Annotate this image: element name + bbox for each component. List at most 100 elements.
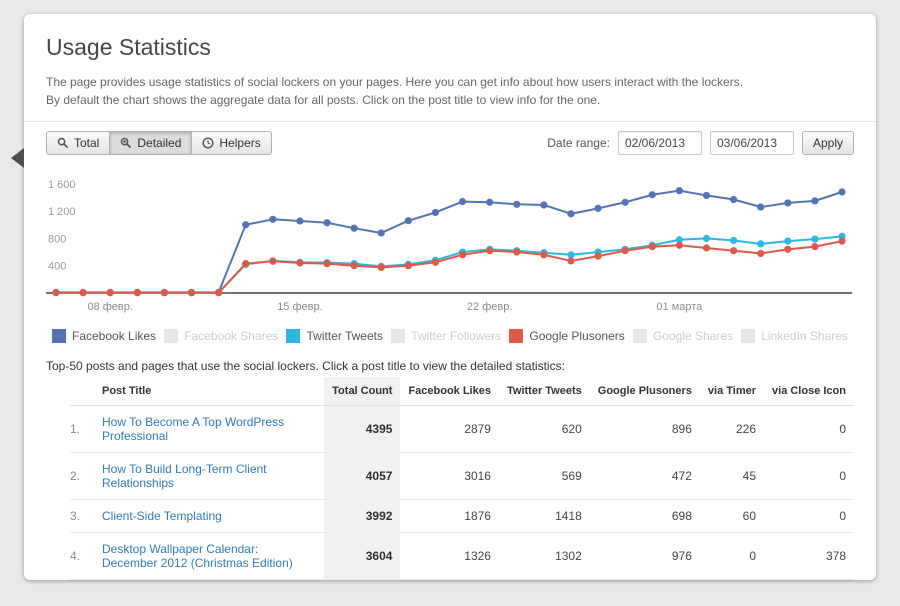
data-point: [377, 229, 385, 237]
table-row: 2. How To Build Long-Term Client Relation…: [70, 452, 854, 501]
toolbar: Total Detailed Helpers Date range: Apply: [46, 131, 854, 156]
post-title-link[interactable]: Desktop Wallpaper Calendar: December 201…: [102, 542, 293, 571]
x-axis-tick-label: 08 февр.: [87, 301, 132, 313]
row-number: 1.: [70, 405, 94, 454]
total-count-cell: 4057: [324, 452, 401, 501]
date-from-input[interactable]: [617, 131, 702, 156]
data-point: [513, 248, 521, 257]
legend-item[interactable]: Google Plusoners: [509, 329, 625, 344]
usage-chart-svg: 400 800 1 200 1 600 08 февр. 15 февр. 22 февр.…: [46, 179, 852, 313]
stat-value-cell: 1326: [400, 532, 499, 581]
data-point: [486, 199, 494, 207]
data-point: [838, 237, 846, 246]
legend-label: Twitter Tweets: [306, 329, 383, 344]
tab-total[interactable]: Total: [46, 131, 111, 156]
post-title-link[interactable]: How To Become A Top WordPress Profession…: [102, 415, 285, 444]
data-point: [811, 235, 819, 244]
data-point: [431, 209, 440, 217]
column-header: Twitter Tweets: [498, 377, 590, 407]
legend-item[interactable]: Twitter Tweets: [286, 329, 383, 344]
legend-item[interactable]: Facebook Likes: [52, 329, 156, 344]
total-zoom-icon: [57, 137, 69, 149]
y-axis-tick-label: 1 600: [48, 179, 76, 191]
row-number: 4.: [70, 532, 94, 581]
x-axis-tick-label: 15 февр.: [277, 301, 322, 313]
data-point: [404, 262, 412, 270]
legend-swatch: [509, 329, 524, 344]
post-title-link[interactable]: Client-Side Templating: [102, 509, 222, 524]
data-point: [729, 237, 738, 245]
data-point: [187, 289, 196, 297]
stat-value-cell: 45: [699, 452, 765, 501]
data-point: [215, 289, 223, 297]
data-point: [377, 264, 385, 272]
data-point: [757, 203, 765, 212]
apply-button[interactable]: Apply: [801, 131, 854, 156]
tab-helpers-label: Helpers: [219, 136, 261, 150]
data-point: [621, 247, 629, 255]
legend-item[interactable]: Google Shares: [632, 329, 733, 344]
column-header: via Close Icon: [764, 377, 854, 407]
row-number-header: [70, 377, 94, 407]
description-line-1: The page provides usage statistics of so…: [46, 75, 744, 89]
row-number: 2.: [70, 452, 94, 501]
stat-value-cell: 472: [589, 452, 700, 501]
data-point: [513, 201, 521, 209]
post-title-link[interactable]: How To Build Long-Term Client Relationsh…: [102, 462, 267, 491]
top-posts-table: Post Title Total Count Facebook Likes Twitt…: [70, 377, 854, 581]
post-title-cell: How To Become A Top WordPress Profession…: [94, 405, 325, 454]
data-point: [594, 205, 602, 213]
table-note: Top-50 posts and pages that use the soci…: [46, 359, 565, 374]
tab-helpers[interactable]: Helpers: [191, 131, 272, 156]
data-point: [323, 260, 331, 268]
table-header: Post Title Total Count Facebook Likes Twitt…: [70, 377, 854, 407]
legend-label: Google Plusoners: [529, 329, 625, 344]
legend-label: LinkedIn Shares: [761, 329, 848, 344]
data-point: [567, 210, 575, 218]
stat-value-cell: 0: [764, 452, 854, 501]
legend-swatch: [286, 329, 301, 344]
data-point: [784, 246, 792, 254]
legend-item[interactable]: LinkedIn Shares: [741, 329, 848, 344]
date-range-controls: Date range: Apply: [547, 131, 854, 156]
x-axis-tick-label: 22 февр.: [467, 301, 512, 313]
data-point: [594, 252, 602, 261]
legend-item[interactable]: Twitter Followers: [391, 329, 502, 344]
y-axis-tick-label: 800: [48, 234, 66, 246]
column-header: Total Count: [324, 377, 401, 407]
data-point: [106, 289, 114, 297]
column-header: Google Plusoners: [589, 377, 700, 407]
data-point: [757, 250, 765, 258]
stat-value-cell: 1876: [400, 499, 499, 534]
data-point: [811, 197, 819, 205]
stat-value-cell: 60: [699, 499, 765, 534]
panel-pointer-arrow: [11, 148, 24, 168]
date-to-input[interactable]: [709, 131, 794, 156]
tab-total-label: Total: [74, 136, 100, 150]
data-point: [648, 191, 656, 199]
date-range-label: Date range:: [547, 136, 610, 151]
row-number: 3.: [70, 499, 94, 534]
legend-item[interactable]: Facebook Shares: [164, 329, 278, 344]
total-count-cell: 3604: [324, 532, 401, 581]
data-point: [296, 259, 304, 267]
stat-value-cell: 0: [699, 532, 765, 581]
stat-value-cell: 3016: [400, 452, 499, 501]
table-row: 1. How To Become A Top WordPress Professi…: [70, 405, 854, 454]
data-point: [702, 244, 711, 252]
stat-value-cell: 976: [589, 532, 700, 581]
tab-detailed[interactable]: Detailed: [109, 131, 193, 156]
legend-label: Twitter Followers: [411, 329, 502, 344]
header-divider: [24, 121, 876, 122]
data-point: [811, 243, 819, 251]
stat-value-cell: 1418: [498, 499, 590, 534]
data-point: [675, 187, 683, 195]
column-header: via Timer: [699, 377, 765, 407]
stat-value-cell: 0: [764, 405, 854, 454]
data-point: [838, 188, 846, 197]
legend-swatch: [164, 329, 179, 344]
data-point: [729, 247, 738, 255]
description-line-2: By default the chart shows the aggregate…: [46, 93, 601, 107]
data-point: [431, 259, 440, 267]
stat-value-cell: 226: [699, 405, 765, 454]
